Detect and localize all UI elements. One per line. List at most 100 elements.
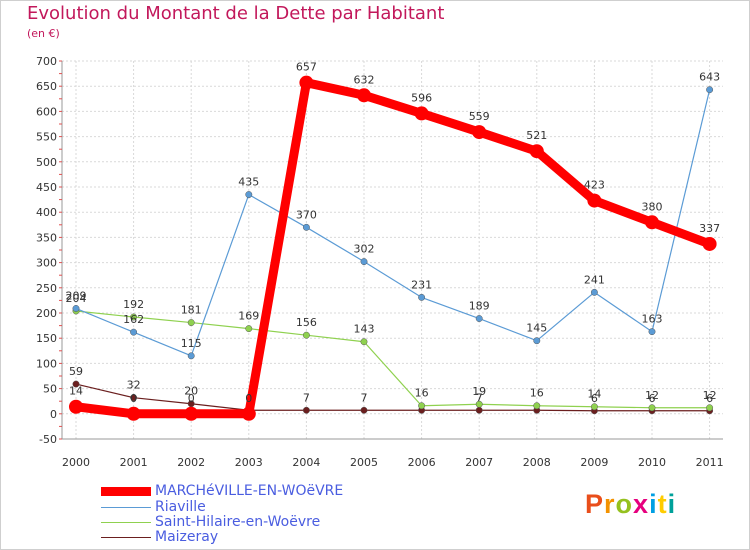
legend-item-maizeray: Maizeray (101, 529, 421, 546)
legend-item-riaville: Riaville (101, 499, 421, 516)
logo-letter: r (604, 489, 616, 519)
data-point-march-ville-en-wo-vre (587, 193, 602, 208)
legend-label-riaville: Riaville (155, 499, 206, 515)
data-point-march-ville-en-wo-vre (645, 215, 659, 230)
x-tick-label: 2008 (523, 456, 551, 469)
y-tick-label: 150 (36, 332, 57, 345)
proxiti-logo: Proxiti (585, 489, 676, 520)
y-tick-label: 700 (36, 55, 57, 68)
y-tick-label: 650 (36, 80, 57, 93)
x-tick-label: 2007 (465, 456, 493, 469)
data-label-maizeray: 7 (361, 391, 368, 404)
data-point-riaville (648, 328, 656, 336)
data-point-maizeray (302, 406, 310, 414)
x-tick-label: 2001 (120, 456, 148, 469)
plot-area (62, 61, 724, 439)
data-label-saint-hilaire-en-wo-vre: 16 (415, 387, 429, 400)
legend-item-marcheville: MARCHéVILLE-EN-WOëVRE (101, 483, 421, 500)
logo-letter: P (585, 489, 605, 519)
data-point-saint-hilaire-en-wo-vre (706, 404, 714, 412)
legend-swatch-marcheville (101, 487, 151, 496)
data-label-march-ville-en-wo-vre: 632 (354, 73, 375, 86)
data-label-maizeray: 6 (591, 392, 598, 405)
data-label-riaville: 162 (123, 313, 144, 326)
legend-label-maizeray: Maizeray (155, 529, 219, 545)
data-label-saint-hilaire-en-wo-vre: 19 (472, 385, 486, 398)
legend-item-saint-hilaire: Saint-Hilaire-en-Woëvre (101, 514, 421, 531)
data-point-saint-hilaire-en-wo-vre (533, 402, 541, 410)
data-label-riaville: 145 (526, 322, 547, 335)
logo-letter: i (649, 489, 658, 519)
data-label-riaville: 163 (642, 313, 663, 326)
data-label-saint-hilaire-en-wo-vre: 204 (66, 292, 87, 305)
data-label-saint-hilaire-en-wo-vre: 169 (238, 310, 259, 323)
data-point-march-ville-en-wo-vre (472, 125, 487, 140)
data-label-maizeray: 7 (303, 391, 310, 404)
data-label-maizeray: 20 (184, 385, 198, 398)
logo-letter: i (667, 489, 677, 519)
data-point-maizeray (130, 394, 138, 402)
data-point-maizeray (475, 406, 483, 414)
data-point-march-ville-en-wo-vre (69, 399, 83, 414)
data-point-riaville (533, 337, 541, 345)
data-label-maizeray: 59 (69, 365, 83, 378)
y-tick-label: 450 (36, 181, 57, 194)
y-tick-label: 200 (36, 307, 57, 320)
data-point-riaville (302, 223, 310, 231)
data-point-saint-hilaire-en-wo-vre (130, 313, 138, 321)
data-label-riaville: 435 (238, 176, 259, 189)
data-label-march-ville-en-wo-vre: 521 (526, 129, 547, 142)
data-point-maizeray (360, 406, 368, 414)
data-point-riaville (360, 258, 368, 266)
data-label-march-ville-en-wo-vre: 596 (411, 91, 432, 104)
logo-letter: t (657, 489, 668, 519)
data-label-march-ville-en-wo-vre: 423 (584, 179, 605, 192)
logo-letter: x (633, 489, 650, 519)
legend-label-marcheville: MARCHéVILLE-EN-WOëVRE (155, 483, 344, 499)
data-label-saint-hilaire-en-wo-vre: 12 (645, 389, 659, 402)
data-point-saint-hilaire-en-wo-vre (187, 319, 195, 327)
data-point-saint-hilaire-en-wo-vre (648, 404, 656, 412)
y-tick-label: 500 (36, 156, 57, 169)
data-label-riaville: 189 (469, 300, 490, 313)
data-point-march-ville-en-wo-vre (241, 406, 256, 421)
series-line-riaville (75, 89, 711, 357)
data-point-march-ville-en-wo-vre (357, 88, 371, 103)
data-label-riaville: 231 (411, 278, 432, 291)
legend-swatch-riaville (101, 507, 151, 508)
legend-swatch-maizeray (101, 537, 151, 538)
y-tick-label: 350 (36, 231, 57, 244)
x-tick-label: 2003 (235, 456, 263, 469)
data-label-march-ville-en-wo-vre: 657 (296, 61, 317, 74)
data-label-riaville: 302 (354, 243, 375, 256)
y-tick-label: 550 (36, 131, 57, 144)
data-point-riaville (590, 288, 598, 296)
x-tick-label: 2009 (580, 456, 608, 469)
data-point-saint-hilaire-en-wo-vre (360, 338, 368, 346)
data-label-maizeray: 7 (476, 391, 483, 404)
data-point-saint-hilaire-en-wo-vre (418, 402, 426, 410)
chart-title: Evolution du Montant de la Dette par Hab… (27, 3, 445, 24)
data-label-march-ville-en-wo-vre: 0 (188, 392, 195, 405)
data-label-riaville: 241 (584, 273, 605, 286)
legend-label-saint-hilaire: Saint-Hilaire-en-Woëvre (155, 514, 321, 530)
x-tick-label: 2004 (292, 456, 320, 469)
y-tick-label: 250 (36, 282, 57, 295)
data-point-riaville (245, 191, 253, 199)
data-label-saint-hilaire-en-wo-vre: 14 (587, 388, 601, 401)
series-line-march-ville-en-wo-vre (75, 78, 712, 419)
data-point-saint-hilaire-en-wo-vre (245, 325, 253, 333)
logo-letter: o (615, 489, 634, 519)
y-tick-label: 50 (43, 383, 57, 396)
data-label-march-ville-en-wo-vre: 559 (469, 110, 490, 123)
data-label-maizeray: 6 (706, 392, 713, 405)
y-tick-label: 600 (36, 105, 57, 118)
data-point-riaville (187, 352, 195, 360)
data-label-saint-hilaire-en-wo-vre: 156 (296, 316, 317, 329)
data-label-march-ville-en-wo-vre: 0 (245, 392, 252, 405)
data-point-riaville (72, 305, 80, 312)
data-point-saint-hilaire-en-wo-vre (302, 331, 310, 339)
data-point-riaville (130, 328, 138, 336)
legend-swatch-saint-hilaire (101, 522, 151, 523)
